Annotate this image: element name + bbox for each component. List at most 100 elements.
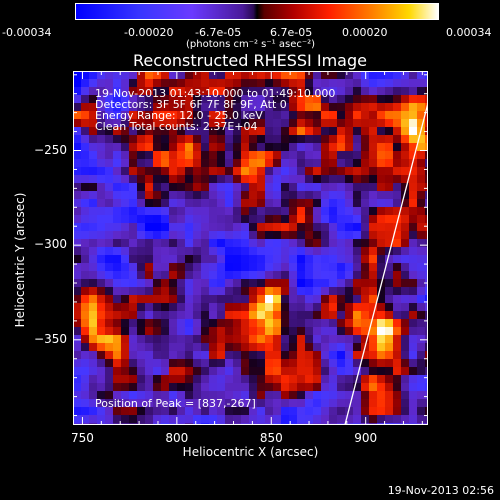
heatmap-cell	[97, 279, 106, 288]
heatmap-cell	[97, 175, 106, 184]
heatmap-cell	[345, 327, 354, 336]
heatmap-cell	[273, 159, 282, 168]
heatmap-cell	[369, 103, 378, 112]
heatmap-cell	[305, 279, 314, 288]
heatmap-cell	[145, 183, 154, 192]
heatmap-cell	[217, 271, 226, 280]
heatmap-cell	[145, 343, 154, 352]
heatmap-cell	[73, 319, 82, 328]
heatmap-cell	[73, 127, 82, 136]
heatmap-cell	[97, 183, 106, 192]
heatmap-cell	[361, 383, 370, 392]
heatmap-cell	[169, 263, 178, 272]
heatmap-cell	[329, 127, 338, 136]
heatmap-cell	[201, 247, 210, 256]
heatmap-cell	[417, 159, 426, 168]
heatmap-cell	[137, 239, 146, 248]
heatmap-cell	[281, 143, 290, 152]
heatmap-cell	[273, 391, 282, 400]
heatmap-cell	[369, 279, 378, 288]
heatmap-cell	[417, 95, 426, 104]
heatmap-cell	[193, 279, 202, 288]
heatmap-cell	[265, 335, 274, 344]
heatmap-cell	[281, 199, 290, 208]
heatmap-cell	[241, 407, 250, 416]
heatmap-cell	[321, 327, 330, 336]
heatmap-cell	[401, 167, 410, 176]
heatmap-cell	[329, 263, 338, 272]
heatmap-cell	[313, 383, 322, 392]
heatmap-cell	[377, 199, 386, 208]
heatmap-cell	[241, 319, 250, 328]
heatmap-cell	[97, 407, 106, 416]
heatmap-cell	[385, 111, 394, 120]
heatmap-cell	[201, 119, 210, 128]
heatmap-cell	[129, 415, 138, 424]
heatmap-cell	[153, 311, 162, 320]
heatmap-cell	[193, 303, 202, 312]
heatmap-cell	[361, 223, 370, 232]
heatmap-cell	[329, 151, 338, 160]
heatmap-cell	[113, 175, 122, 184]
heatmap-cell	[313, 319, 322, 328]
heatmap-cell	[97, 127, 106, 136]
heatmap-cell	[169, 383, 178, 392]
heatmap-cell	[297, 199, 306, 208]
heatmap-cell	[129, 223, 138, 232]
heatmap-cell	[361, 319, 370, 328]
heatmap-cell	[273, 87, 282, 96]
footer-timestamp: 19-Nov-2013 02:56	[387, 484, 494, 497]
heatmap-cell	[361, 191, 370, 200]
heatmap-cell	[281, 127, 290, 136]
heatmap-cell	[177, 303, 186, 312]
heatmap-cell	[161, 271, 170, 280]
heatmap-cell	[257, 151, 266, 160]
heatmap-cell	[393, 191, 402, 200]
heatmap-cell	[361, 119, 370, 128]
heatmap-cell	[225, 279, 234, 288]
colorbar-tick: 0.00020	[342, 26, 388, 39]
heatmap-cell	[169, 135, 178, 144]
heatmap-cell	[201, 271, 210, 280]
heatmap-cell	[393, 263, 402, 272]
heatmap-cell	[145, 319, 154, 328]
heatmap-cell	[161, 375, 170, 384]
heatmap-cell	[377, 359, 386, 368]
heatmap-cell	[217, 135, 226, 144]
heatmap-cell	[289, 375, 298, 384]
heatmap-cell	[225, 255, 234, 264]
heatmap-cell	[121, 399, 130, 408]
heatmap-cell	[329, 103, 338, 112]
heatmap-cell	[185, 335, 194, 344]
heatmap-cell	[313, 271, 322, 280]
heatmap-cell	[353, 279, 362, 288]
heatmap-cell	[97, 271, 106, 280]
heatmap-cell	[137, 215, 146, 224]
heatmap-cell	[121, 351, 130, 360]
heatmap-cell	[73, 271, 82, 280]
heatmap-cell	[137, 87, 146, 96]
heatmap-cell	[377, 127, 386, 136]
heatmap-cell	[97, 151, 106, 160]
heatmap-cell	[209, 79, 218, 88]
heatmap-cell	[201, 223, 210, 232]
heatmap-cell	[121, 231, 130, 240]
heatmap-cell	[233, 407, 242, 416]
heatmap-cell	[273, 239, 282, 248]
heatmap-cell	[361, 407, 370, 416]
heatmap-cell	[377, 415, 386, 424]
heatmap-cell	[385, 119, 394, 128]
heatmap-cell	[409, 295, 418, 304]
heatmap-cell	[121, 127, 130, 136]
heatmap-cell	[97, 295, 106, 304]
heatmap-cell	[137, 375, 146, 384]
heatmap-cell	[377, 311, 386, 320]
heatmap-cell	[153, 119, 162, 128]
heatmap-cell	[97, 119, 106, 128]
heatmap-cell	[73, 71, 82, 80]
heatmap-cell	[217, 263, 226, 272]
heatmap-cell	[361, 167, 370, 176]
heatmap-cell	[177, 239, 186, 248]
heatmap-cell	[409, 335, 418, 344]
heatmap-cell	[145, 143, 154, 152]
